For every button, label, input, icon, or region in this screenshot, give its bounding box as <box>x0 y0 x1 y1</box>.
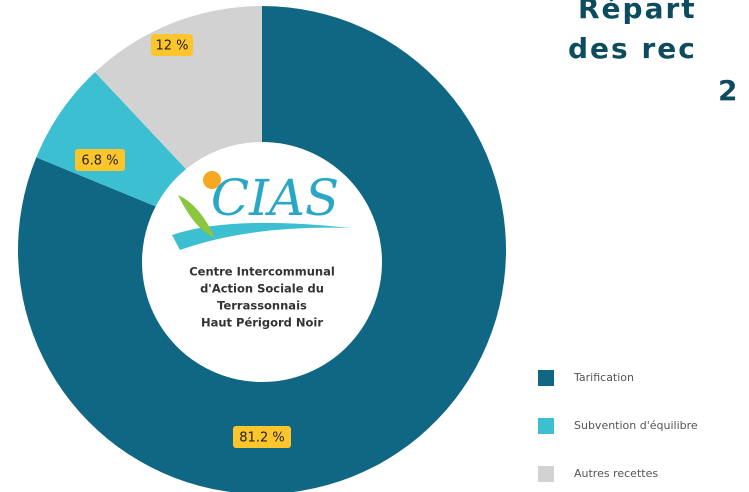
value-label: 6.8 % <box>81 154 118 169</box>
logo-line: Terrassonnais <box>217 299 307 313</box>
slice <box>18 6 506 492</box>
logo-line: Haut Périgord Noir <box>201 316 323 330</box>
legend-label: Autres recettes <box>574 467 658 480</box>
value-label-box <box>75 149 125 171</box>
title-line: Répart <box>578 0 697 25</box>
value-label-box <box>233 426 291 448</box>
logo-swoosh <box>172 222 350 250</box>
legend-swatch <box>538 466 554 482</box>
title-line: des rec <box>568 32 697 65</box>
logo-disc <box>142 142 382 382</box>
legend-swatch <box>538 418 554 434</box>
value-label-box <box>151 34 193 56</box>
value-label: 12 % <box>155 39 188 54</box>
logo-sun <box>203 171 221 189</box>
legend-label: Tarification <box>573 371 634 384</box>
title-line: 2 <box>718 74 739 107</box>
logo-leaf <box>178 195 215 238</box>
logo-mark: CIAS <box>211 169 339 227</box>
legend-swatch <box>538 370 554 386</box>
legend-label: Subvention d'équilibre <box>574 419 698 432</box>
value-label: 81.2 % <box>239 431 284 446</box>
logo-line: d'Action Sociale du <box>200 282 324 296</box>
logo-line: Centre Intercommunal <box>189 265 335 279</box>
